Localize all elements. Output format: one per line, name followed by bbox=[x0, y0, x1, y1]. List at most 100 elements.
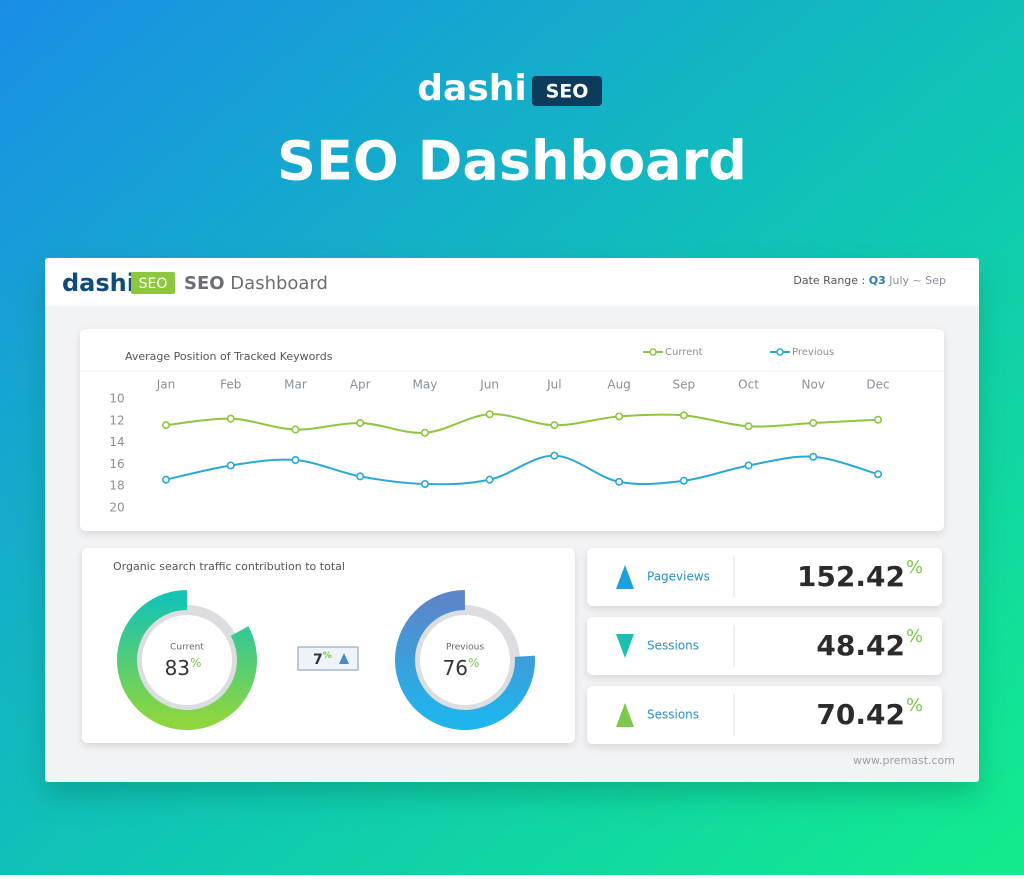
donut-arc bbox=[117, 590, 257, 730]
x-tick-label: Jun bbox=[479, 378, 499, 392]
x-tick-label: Nov bbox=[802, 378, 825, 392]
y-tick-label: 16 bbox=[109, 457, 124, 471]
data-point bbox=[356, 418, 365, 427]
data-point bbox=[485, 410, 494, 419]
date-range: Date Range : Q3 July ~ Sep bbox=[793, 274, 946, 287]
line-card bbox=[80, 329, 944, 531]
data-point bbox=[226, 461, 235, 470]
data-point bbox=[485, 475, 494, 484]
x-tick-label: Feb bbox=[220, 378, 241, 392]
panel-title-bold: SEO bbox=[184, 273, 225, 294]
kpi-trend-icon bbox=[616, 634, 634, 658]
date-quarter: Q3 bbox=[869, 274, 886, 287]
kpi-unit: % bbox=[906, 695, 923, 716]
kpi-card bbox=[587, 686, 942, 744]
panel-logo: dashi bbox=[62, 269, 135, 297]
line-chart-title: Average Position of Tracked Keywords bbox=[125, 350, 333, 363]
kpi-label: Sessions bbox=[647, 639, 699, 653]
data-point bbox=[873, 415, 882, 424]
data-point bbox=[420, 428, 429, 437]
data-point bbox=[162, 475, 171, 484]
kpi-trend-icon bbox=[616, 703, 634, 727]
logo: dashi bbox=[417, 68, 526, 109]
kpi-card bbox=[587, 548, 942, 606]
panel-badge bbox=[131, 272, 175, 294]
data-point bbox=[162, 421, 171, 430]
data-point bbox=[420, 480, 429, 489]
kpi-unit: % bbox=[906, 557, 923, 578]
donut-unit: % bbox=[190, 656, 201, 670]
date-label: Date Range : bbox=[793, 274, 865, 287]
x-tick-label: Jul bbox=[546, 378, 561, 392]
x-tick-label: Apr bbox=[350, 378, 371, 392]
data-point bbox=[809, 418, 818, 427]
kpi-number: 70.42 bbox=[816, 698, 905, 731]
legend-label: Previous bbox=[792, 347, 834, 358]
logo-badge-text: SEO bbox=[546, 81, 589, 103]
data-point bbox=[679, 411, 688, 420]
panel-title: SEO Dashboard bbox=[184, 273, 328, 294]
x-tick-label: Dec bbox=[866, 378, 889, 392]
y-tick-label: 12 bbox=[109, 413, 124, 427]
footer: www.premast.com bbox=[853, 754, 955, 767]
change-arrow bbox=[339, 653, 349, 664]
change-value: 7% bbox=[313, 651, 332, 669]
x-tick-label: Oct bbox=[738, 378, 759, 392]
series-line bbox=[165, 413, 879, 434]
x-tick-label: Mar bbox=[284, 378, 307, 392]
donut-track bbox=[132, 605, 242, 715]
panel-badge-text: SEO bbox=[139, 276, 168, 292]
panel-header bbox=[45, 258, 979, 306]
kpi-value: 152.42 bbox=[797, 560, 905, 593]
data-point bbox=[550, 451, 559, 460]
data-point bbox=[550, 421, 559, 430]
logo-badge bbox=[532, 76, 602, 106]
donut-value: 76% bbox=[443, 656, 480, 680]
y-tick-label: 20 bbox=[109, 501, 124, 515]
y-tick-label: 18 bbox=[109, 479, 124, 493]
data-point bbox=[744, 461, 753, 470]
data-point bbox=[873, 470, 882, 479]
legend-marker bbox=[649, 348, 657, 356]
legend-marker bbox=[776, 348, 784, 356]
kpi-number: 48.42 bbox=[816, 629, 905, 662]
data-point bbox=[679, 476, 688, 485]
donut-number: 76 bbox=[443, 656, 468, 680]
kpi-unit: % bbox=[906, 626, 923, 647]
kpi-label: Pageviews bbox=[647, 570, 710, 584]
series-line bbox=[165, 454, 879, 486]
data-point bbox=[291, 425, 300, 434]
data-point bbox=[744, 422, 753, 431]
donut-label: Previous bbox=[446, 643, 484, 653]
donut-label: Current bbox=[170, 643, 204, 653]
kpi-label: Sessions bbox=[647, 708, 699, 722]
x-tick-label: Sep bbox=[673, 378, 696, 392]
change-number: 7 bbox=[313, 652, 323, 668]
panel-title-rest: Dashboard bbox=[230, 273, 328, 294]
kpi-value: 48.42 bbox=[816, 629, 905, 662]
data-point bbox=[615, 412, 624, 421]
date-value: July ~ Sep bbox=[888, 274, 946, 287]
donut-value: 83% bbox=[165, 656, 202, 680]
x-tick-label: May bbox=[413, 378, 438, 392]
donut-unit: % bbox=[468, 656, 479, 670]
donut-arc bbox=[395, 590, 535, 730]
x-tick-label: Jan bbox=[156, 378, 176, 392]
kpi-trend-icon bbox=[616, 565, 634, 589]
page-title: SEO Dashboard bbox=[277, 130, 747, 193]
donut-chart-title: Organic search traffic contribution to t… bbox=[113, 560, 345, 573]
legend-label: Current bbox=[665, 347, 703, 358]
data-point bbox=[809, 452, 818, 461]
donut-track bbox=[410, 605, 520, 715]
data-point bbox=[226, 414, 235, 423]
data-point bbox=[291, 456, 300, 465]
data-point bbox=[356, 472, 365, 481]
data-point bbox=[615, 477, 624, 486]
change-box bbox=[297, 646, 359, 671]
change-unit: % bbox=[323, 651, 332, 661]
y-tick-label: 10 bbox=[109, 392, 124, 406]
kpi-value: 70.42 bbox=[816, 698, 905, 731]
x-tick-label: Aug bbox=[607, 378, 630, 392]
